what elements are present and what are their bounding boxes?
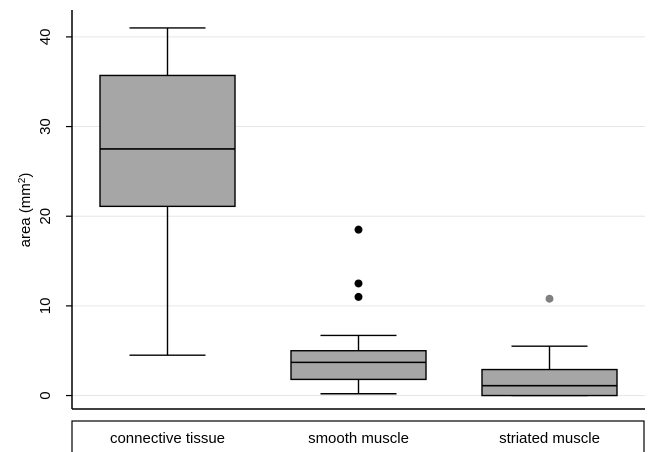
interquartile-box [99,74,236,208]
y-tick-label: 0 [37,391,54,399]
y-axis: 0 10 20 30 40 [37,10,73,409]
y-tick-label: 30 [37,118,54,135]
y-tick-label: 10 [37,298,54,315]
y-axis-title-main: area (mm [17,183,34,247]
boxes [99,27,618,397]
y-axis-title: area (mm2) [17,173,35,248]
category-label: striated muscle [499,430,600,447]
interquartile-box [481,368,618,397]
y-tick-label: 40 [37,29,54,46]
outlier-point [354,279,363,288]
box-connective-tissue [99,27,236,356]
outlier-point [354,292,363,301]
y-axis-title-superscript: 2 [17,177,28,183]
interquartile-box [290,350,427,381]
outlier-point [545,294,554,303]
box-smooth-muscle [290,225,427,395]
y-axis-title-close: ) [17,173,34,178]
category-label: connective tissue [110,430,225,447]
y-tick-label: 20 [37,208,54,225]
category-legend-frame [71,420,645,452]
category-label: smooth muscle [308,430,409,447]
outlier-point [354,225,363,234]
category-labels: connective tissue smooth muscle striated m… [110,430,600,447]
box-striated-muscle [481,294,618,397]
